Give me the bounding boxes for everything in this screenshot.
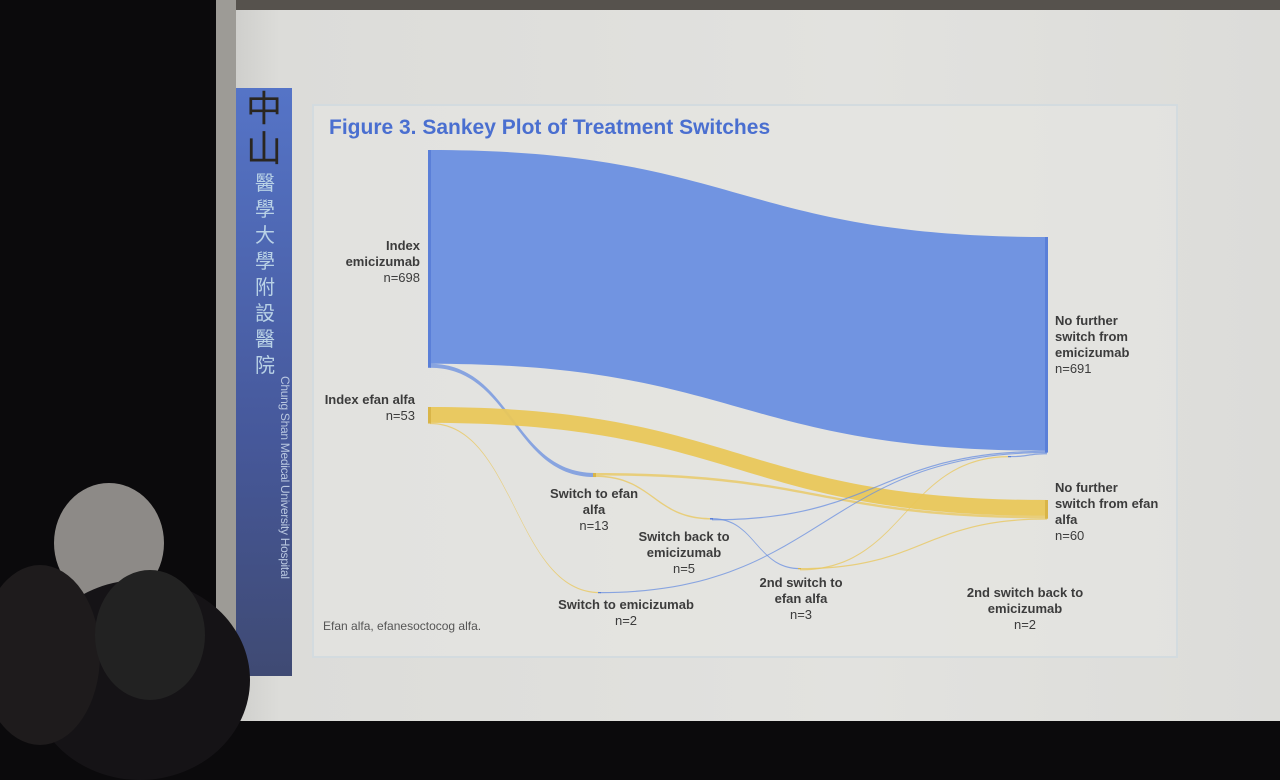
node-label-nf-efan: No further switch from efan alfa n=60 <box>1055 480 1159 543</box>
sankey-link-swb_emi-sw2_efan <box>712 518 800 570</box>
sankey-link-sw_efan-swb_emi <box>595 475 712 520</box>
sankey-link-idx_efan-sw_emi <box>430 422 600 594</box>
sankey-link-sw_efan-nf_efan <box>595 473 1047 519</box>
logo-char: 學 <box>255 197 275 221</box>
sankey-node-idx_efan <box>428 407 431 424</box>
node-label-sw2-efan: 2nd switch to efan alfa n=3 <box>759 575 843 622</box>
sankey-link-sw2_efan-nf_efan <box>800 518 1047 570</box>
logo-char: 醫 <box>255 171 275 195</box>
screen-left-edge <box>216 0 236 721</box>
node-label-idx-emi: Index emicizumab n=698 <box>345 238 420 285</box>
footnote: Efan alfa, efanesoctocog alfa. <box>323 619 482 633</box>
sankey-node-idx_emi <box>428 150 431 368</box>
sankey-link-sw2_efan-sw2b_emi <box>800 456 1010 571</box>
node-label-sw2b-emi: 2nd switch back to emicizumab n=2 <box>966 585 1084 632</box>
sankey-plot <box>428 150 1048 594</box>
sankey-node-sw2b_emi <box>1008 456 1011 458</box>
logo-char: 學 <box>255 249 275 273</box>
sankey-node-sw_emi <box>598 592 601 594</box>
logo-char: 大 <box>255 223 275 247</box>
node-label-idx-efan: Index efan alfa n=53 <box>324 392 415 423</box>
sankey-node-sw2_efan <box>798 568 801 570</box>
node-label-swb-emi: Switch back to emicizumab n=5 <box>638 529 730 576</box>
sankey-node-sw_efan <box>593 473 596 478</box>
logo-chinese-top: 中山 <box>245 89 282 170</box>
screen-top-edge <box>216 0 1280 10</box>
sankey-node-swb_emi <box>710 518 713 520</box>
hospital-logo-bar: 中山 醫 學 大 學 附 設 醫 院 <box>236 88 292 676</box>
sankey-link-idx_emi-nf_emi <box>430 150 1047 451</box>
logo-char: 院 <box>255 353 275 377</box>
sankey-link-idx_efan-nf_efan <box>430 407 1047 516</box>
logo-char: 附 <box>255 275 275 299</box>
audience-head <box>95 570 205 700</box>
sankey-link-sw2b_emi-nf_emi <box>1010 453 1047 458</box>
sankey-link-swb_emi-nf_emi <box>712 450 1047 521</box>
sankey-node-nf_emi <box>1045 237 1048 453</box>
sankey-node-nf_efan <box>1045 500 1048 519</box>
node-label-sw-efan: Switch to efan alfa n=13 <box>549 486 639 533</box>
node-label-sw-emi: Switch to emicizumab n=2 <box>558 597 694 628</box>
node-label-nf-emi: No further switch from emicizumab n=691 <box>1055 313 1130 376</box>
logo-char: 醫 <box>255 327 275 351</box>
chart-title: Figure 3. Sankey Plot of Treatment Switc… <box>329 116 771 139</box>
sankey-link-sw_emi-nf_emi <box>600 451 1047 594</box>
audience-head <box>0 565 100 745</box>
logo-char: 設 <box>255 301 275 325</box>
